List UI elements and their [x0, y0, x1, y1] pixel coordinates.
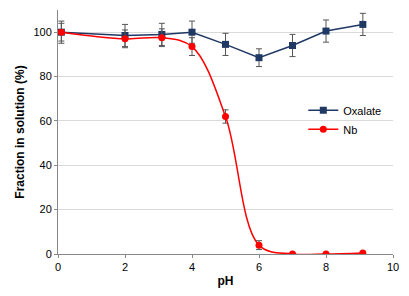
svg-text:100: 100: [33, 26, 51, 38]
svg-text:80: 80: [40, 70, 52, 82]
svg-text:60: 60: [40, 115, 52, 127]
svg-text:40: 40: [40, 159, 52, 171]
svg-text:10: 10: [387, 261, 399, 273]
svg-text:Nb: Nb: [343, 124, 357, 136]
svg-text:0: 0: [55, 261, 61, 273]
svg-text:0: 0: [46, 248, 52, 260]
svg-text:2: 2: [122, 261, 128, 273]
svg-text:Oxalate: Oxalate: [343, 105, 381, 117]
svg-text:pH: pH: [218, 274, 234, 288]
svg-text:20: 20: [40, 203, 52, 215]
svg-text:8: 8: [323, 261, 329, 273]
svg-text:Fraction in solution (%): Fraction in solution (%): [13, 65, 27, 198]
svg-text:6: 6: [256, 261, 262, 273]
svg-text:4: 4: [189, 261, 195, 273]
